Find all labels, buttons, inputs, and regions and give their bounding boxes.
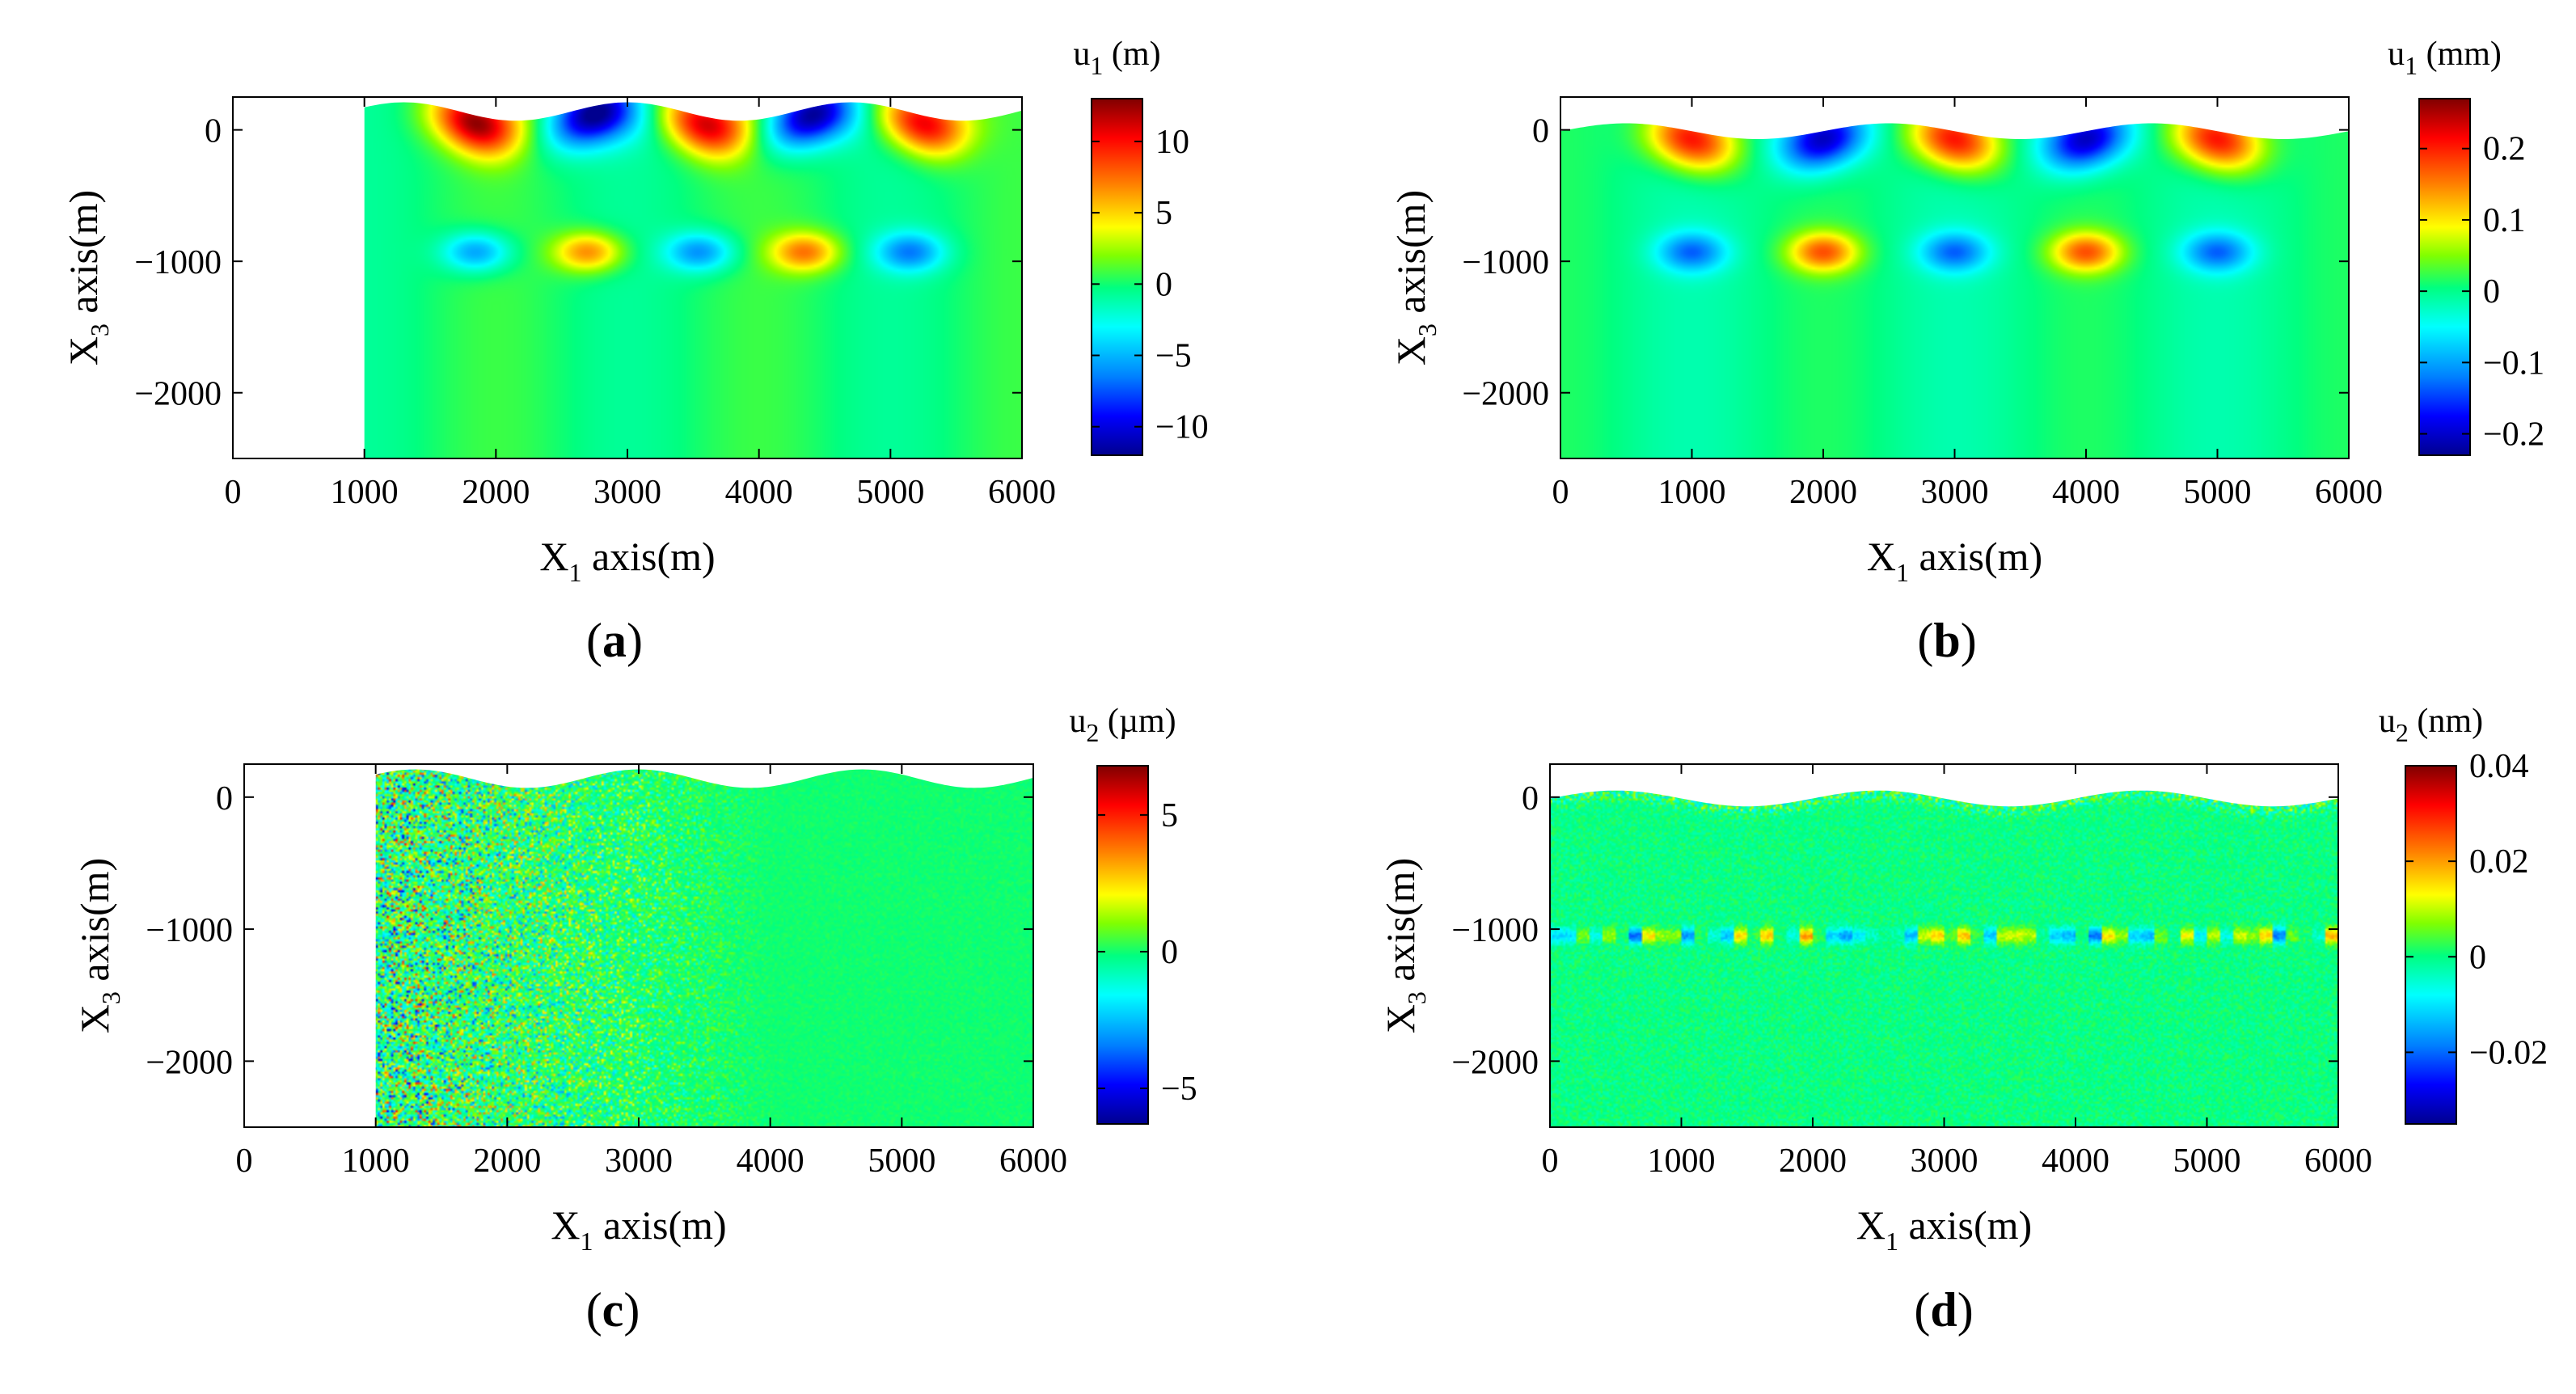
x-axis-label: X1 axis(m) — [1856, 1202, 2032, 1256]
x-tick-label: 2000 — [473, 1143, 541, 1180]
y-tick-label: −1000 — [146, 912, 233, 949]
x-tick-label: 5000 — [868, 1143, 935, 1180]
x-tick-label: 0 — [1552, 474, 1569, 511]
colorbar-title: u2 (µm) — [1069, 703, 1176, 747]
x-tick-label: 3000 — [1911, 1143, 1978, 1180]
y-tick-label: 0 — [1532, 113, 1549, 150]
x-tick-label: 5000 — [2173, 1143, 2241, 1180]
colorbar-tick-label: 0 — [1155, 266, 1172, 303]
colorbar-tick-label: 0 — [2469, 939, 2486, 976]
colorbar — [1096, 765, 1149, 1125]
x-tick-label: 6000 — [2315, 474, 2383, 511]
y-tick-label: 0 — [1522, 780, 1539, 817]
colorbar-tick-label: 5 — [1161, 797, 1178, 834]
colorbar — [2418, 98, 2471, 456]
colorbar-tick-label: −5 — [1155, 338, 1192, 375]
x-axis-label: X1 axis(m) — [551, 1202, 726, 1256]
x-tick-label: 4000 — [737, 1143, 804, 1180]
panel-b: 0 1000 2000 3000 4000 5000 6000 0 −1000 −2000 X1 a… — [1388, 36, 2544, 667]
colorbar-tick-label: −0.2 — [2483, 416, 2544, 454]
colorbar-tick-label: −10 — [1155, 409, 1209, 446]
x-tick-label: 6000 — [2304, 1143, 2372, 1180]
x-tick-label: 1000 — [1658, 474, 1726, 511]
panel-label: (c) — [586, 1283, 640, 1337]
colorbar-title: u1 (m) — [1073, 36, 1160, 80]
colorbar-tick-label: 0.04 — [2469, 748, 2529, 785]
heatmap-field — [1550, 790, 2338, 1127]
colorbar-tick-label: 0 — [2483, 273, 2500, 310]
colorbar-tick-label: −5 — [1161, 1071, 1197, 1108]
x-axis-label: X1 axis(m) — [539, 534, 715, 587]
x-tick-label: 0 — [236, 1143, 253, 1180]
x-tick-label: 2000 — [1779, 1143, 1847, 1180]
heatmap-field — [364, 102, 1022, 458]
y-axis-label: X3 axis(m) — [1378, 858, 1431, 1033]
y-tick-label: 0 — [216, 780, 233, 817]
y-tick-label: −1000 — [1462, 244, 1549, 281]
colorbar-tick-label: 5 — [1155, 195, 1172, 232]
colorbar-tick-label: 0.2 — [2483, 131, 2526, 168]
x-tick-label: 4000 — [2052, 474, 2120, 511]
y-tick-label: −2000 — [134, 376, 222, 413]
x-tick-label: 1000 — [342, 1143, 410, 1180]
x-tick-label: 6000 — [988, 474, 1056, 511]
colorbar-tick-label: 0.02 — [2469, 843, 2529, 881]
x-tick-label: 1000 — [331, 474, 399, 511]
y-axis-label: X3 axis(m) — [72, 858, 125, 1033]
colorbar — [2405, 765, 2457, 1125]
panel-label: (b) — [1917, 614, 1976, 667]
colorbar-tick-label: 10 — [1155, 124, 1189, 161]
colorbar — [1091, 98, 1143, 456]
panel-c: 0 1000 2000 3000 4000 5000 6000 0 −1000 −2000 X1 a… — [72, 703, 1197, 1337]
y-tick-label: −1000 — [134, 244, 222, 281]
x-tick-label: 2000 — [1789, 474, 1857, 511]
x-tick-label: 6000 — [999, 1143, 1067, 1180]
panel-a: 0 1000 2000 3000 4000 5000 6000 0 −1000 −2000 X1 a… — [61, 36, 1209, 667]
x-tick-label: 3000 — [593, 474, 661, 511]
x-tick-label: 5000 — [856, 474, 924, 511]
heatmap-field — [375, 769, 1033, 1127]
x-tick-label: 4000 — [725, 474, 793, 511]
x-tick-label: 1000 — [1648, 1143, 1716, 1180]
y-tick-label: 0 — [205, 113, 222, 150]
colorbar-tick-label: 0 — [1161, 934, 1178, 971]
y-tick-label: −2000 — [1462, 376, 1549, 413]
x-tick-label: 0 — [225, 474, 242, 511]
y-tick-label: −2000 — [146, 1044, 233, 1081]
colorbar-tick-label: 0.1 — [2483, 202, 2526, 239]
colorbar-title: u1 (mm) — [2388, 36, 2502, 80]
x-tick-label: 3000 — [1921, 474, 1989, 511]
y-axis-label: X3 axis(m) — [61, 190, 114, 365]
x-tick-label: 4000 — [2042, 1143, 2109, 1180]
y-axis-label: X3 axis(m) — [1388, 190, 1442, 365]
panel-label: (a) — [586, 614, 643, 667]
colorbar-tick-label: −0.1 — [2483, 344, 2544, 382]
colorbar-tick-label: −0.02 — [2469, 1034, 2548, 1071]
x-tick-label: 3000 — [605, 1143, 673, 1180]
y-tick-label: −1000 — [1451, 912, 1539, 949]
heatmap-field — [1560, 123, 2349, 458]
colorbar-title: u2 (nm) — [2379, 703, 2483, 747]
panel-d: 0 1000 2000 3000 4000 5000 6000 0 −1000 −2000 X1 a… — [1378, 703, 2548, 1337]
x-tick-label: 5000 — [2184, 474, 2252, 511]
y-tick-label: −2000 — [1451, 1044, 1539, 1081]
x-axis-label: X1 axis(m) — [1867, 534, 2042, 587]
x-tick-label: 0 — [1542, 1143, 1559, 1180]
x-tick-label: 2000 — [462, 474, 530, 511]
panel-label: (d) — [1914, 1283, 1973, 1337]
